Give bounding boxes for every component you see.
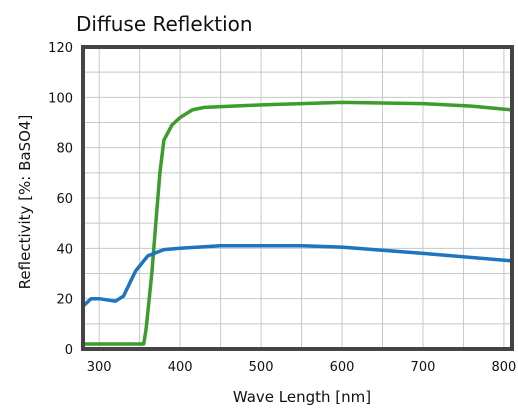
series-line-2 — [81, 244, 514, 308]
y-tick-label: 100 — [48, 91, 73, 106]
x-axis-label: Wave Length [nm] — [233, 388, 371, 406]
x-tick-label: 600 — [330, 360, 355, 375]
y-tick-label: 120 — [48, 41, 73, 56]
x-tick-label: 300 — [87, 360, 112, 375]
x-tick-label: 700 — [411, 360, 436, 375]
x-tick-label: 500 — [249, 360, 274, 375]
x-tick-labels: 300 400 500 600 700 800 — [87, 360, 517, 375]
y-tick-label: 80 — [56, 142, 73, 157]
y-tick-label: 40 — [56, 242, 73, 257]
series-line-1 — [81, 100, 514, 346]
series-lines — [81, 100, 514, 346]
y-tick-labels: 0 20 40 60 80 100 120 — [48, 41, 73, 358]
y-tick-label: 20 — [56, 293, 73, 308]
x-tick-label: 400 — [168, 360, 193, 375]
chart-title: Diffuse Reflektion — [76, 12, 253, 36]
plot-frame — [81, 45, 514, 351]
y-axis-label: Reflectivity [%: BaSO4] — [16, 115, 34, 290]
y-tick-label: 0 — [65, 343, 73, 358]
grid-lines — [83, 47, 512, 349]
x-tick-label: 800 — [491, 360, 516, 375]
y-tick-label: 60 — [56, 192, 73, 207]
